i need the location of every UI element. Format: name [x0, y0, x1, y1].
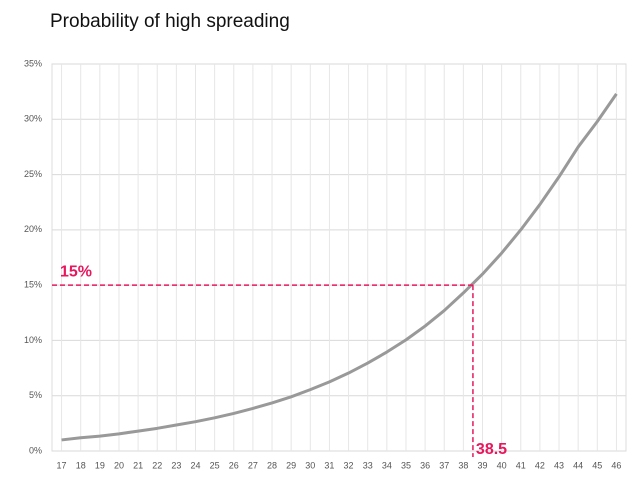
x-tick-label: 45 [592, 460, 602, 470]
x-tick-label: 24 [190, 460, 200, 470]
x-tick-label: 19 [95, 460, 105, 470]
annotation: 38.5 [476, 441, 507, 458]
y-tick-label: 10% [24, 335, 42, 345]
x-tick-label: 29 [286, 460, 296, 470]
y-tick-label: 0% [29, 445, 42, 455]
y-tick-label: 5% [29, 390, 42, 400]
x-tick-label: 41 [516, 460, 526, 470]
x-tick-label: 42 [535, 460, 545, 470]
x-tick-label: 36 [420, 460, 430, 470]
x-tick-label: 26 [229, 460, 239, 470]
x-tick-label: 23 [171, 460, 181, 470]
x-tick-label: 32 [344, 460, 354, 470]
chart-title: Probability of high spreading [50, 11, 290, 32]
x-tick-label: 18 [76, 460, 86, 470]
x-tick-label: 22 [152, 460, 162, 470]
x-tick-label: 25 [210, 460, 220, 470]
x-tick-label: 40 [497, 460, 507, 470]
x-tick-label: 33 [363, 460, 373, 470]
x-tick-label: 37 [439, 460, 449, 470]
x-tick-label: 21 [133, 460, 143, 470]
x-tick-label: 34 [382, 460, 392, 470]
x-tick-label: 43 [554, 460, 564, 470]
y-tick-label: 20% [24, 224, 42, 234]
x-tick-label: 44 [573, 460, 583, 470]
x-tick-label: 46 [611, 460, 621, 470]
x-tick-label: 30 [305, 460, 315, 470]
y-tick-label: 35% [24, 58, 42, 68]
y-tick-label: 25% [24, 169, 42, 179]
annotation: 15% [60, 263, 92, 280]
x-tick-label: 27 [248, 460, 258, 470]
x-tick-label: 17 [57, 460, 67, 470]
x-tick-label: 28 [267, 460, 277, 470]
x-tick-label: 20 [114, 460, 124, 470]
x-tick-label: 31 [324, 460, 334, 470]
y-tick-label: 15% [24, 280, 42, 290]
x-tick-label: 38 [458, 460, 468, 470]
y-tick-label: 30% [24, 114, 42, 124]
line [61, 93, 618, 442]
x-tick-label: 39 [477, 460, 487, 470]
x-tick-label: 35 [401, 460, 411, 470]
